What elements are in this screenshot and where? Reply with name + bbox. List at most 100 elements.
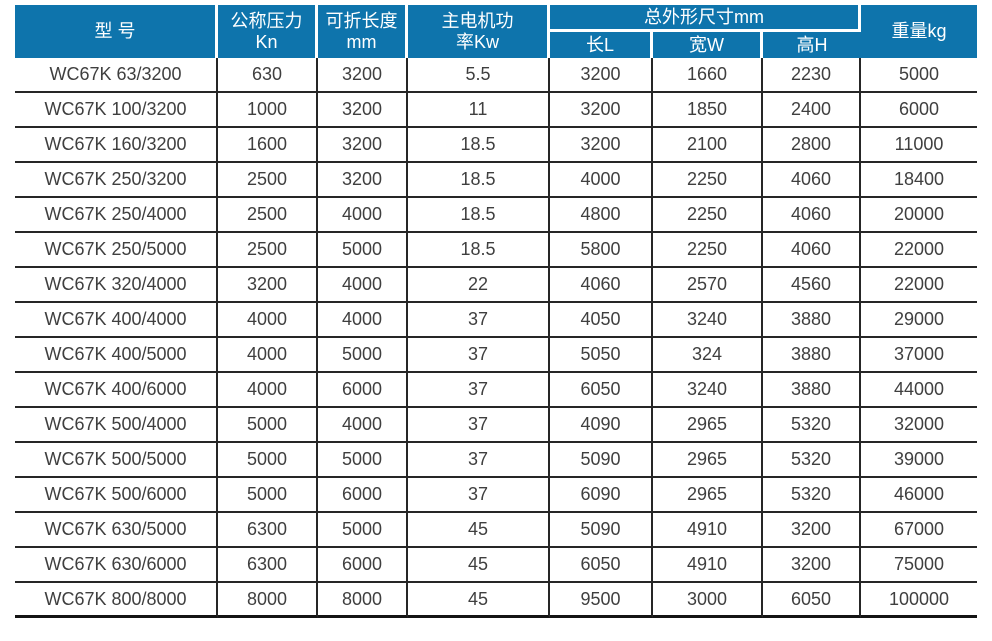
cell-fold-length-mm: 6000 [318,478,408,513]
cell-model: WC67K 63/3200 [15,58,218,93]
col-header-height-h: 高H [763,32,861,58]
cell-pressure-kn: 4000 [218,303,318,338]
cell-length-l: 6090 [550,478,653,513]
cell-motor-power-kw: 5.5 [408,58,550,93]
cell-fold-length-mm: 3200 [318,128,408,163]
cell-pressure-kn: 6300 [218,548,318,583]
cell-height-h: 4060 [763,163,861,198]
col-header-dimensions-group: 总外形尺寸mm [550,5,861,32]
cell-height-h: 2800 [763,128,861,163]
cell-model: WC67K 250/5000 [15,233,218,268]
cell-height-h: 3200 [763,548,861,583]
cell-weight-kg: 22000 [861,233,977,268]
cell-height-h: 3880 [763,373,861,408]
col-header-weight: 重量kg [861,5,977,58]
header-label: 长L [585,34,614,55]
header-label: 宽W [689,34,724,55]
col-header-length-l: 长L [550,32,653,58]
cell-pressure-kn: 8000 [218,583,318,618]
cell-motor-power-kw: 45 [408,513,550,548]
cell-length-l: 3200 [550,128,653,163]
cell-width-w: 2965 [653,478,763,513]
cell-weight-kg: 29000 [861,303,977,338]
cell-model: WC67K 400/6000 [15,373,218,408]
header-label: 总外形尺寸mm [644,6,764,27]
cell-width-w: 2250 [653,163,763,198]
cell-width-w: 1660 [653,58,763,93]
cell-weight-kg: 100000 [861,583,977,618]
col-header-motor-power: 主电机功 率Kw [408,5,550,58]
cell-weight-kg: 75000 [861,548,977,583]
cell-pressure-kn: 4000 [218,338,318,373]
col-header-model: 型 号 [15,5,218,58]
spec-table-container: 型 号 公称压力 Kn 可折长度 mm 主电机功 率Kw 总外形尺寸mm [15,5,977,618]
cell-weight-kg: 32000 [861,408,977,443]
cell-pressure-kn: 2500 [218,233,318,268]
cell-width-w: 3240 [653,373,763,408]
cell-length-l: 5050 [550,338,653,373]
cell-motor-power-kw: 18.5 [408,128,550,163]
cell-motor-power-kw: 37 [408,373,550,408]
cell-pressure-kn: 3200 [218,268,318,303]
cell-pressure-kn: 5000 [218,408,318,443]
cell-pressure-kn: 5000 [218,443,318,478]
cell-pressure-kn: 1000 [218,93,318,128]
table-row: WC67K 500/6000 5000 6000 37 6090 2965 5320 4600… [15,478,977,513]
cell-motor-power-kw: 22 [408,268,550,303]
cell-length-l: 4060 [550,268,653,303]
cell-motor-power-kw: 18.5 [408,163,550,198]
cell-weight-kg: 11000 [861,128,977,163]
table-row: WC67K 250/4000 2500 4000 18.5 4800 2250 4060 20… [15,198,977,233]
cell-length-l: 4050 [550,303,653,338]
table-row: WC67K 500/5000 5000 5000 37 5090 2965 5320 3900… [15,443,977,478]
cell-weight-kg: 46000 [861,478,977,513]
header-label: 公称压力 [230,10,303,31]
cell-motor-power-kw: 37 [408,408,550,443]
cell-weight-kg: 44000 [861,373,977,408]
cell-weight-kg: 39000 [861,443,977,478]
cell-width-w: 2250 [653,198,763,233]
cell-fold-length-mm: 6000 [318,373,408,408]
cell-pressure-kn: 2500 [218,198,318,233]
table-body: WC67K 63/3200 630 3200 5.5 3200 1660 2230 5000 W… [15,58,977,618]
cell-motor-power-kw: 45 [408,548,550,583]
cell-motor-power-kw: 37 [408,338,550,373]
cell-model: WC67K 250/4000 [15,198,218,233]
table-row: WC67K 400/6000 4000 6000 37 6050 3240 3880 4400… [15,373,977,408]
cell-motor-power-kw: 18.5 [408,198,550,233]
cell-fold-length-mm: 6000 [318,548,408,583]
cell-length-l: 3200 [550,93,653,128]
cell-weight-kg: 20000 [861,198,977,233]
cell-pressure-kn: 6300 [218,513,318,548]
table-row: WC67K 400/4000 4000 4000 37 4050 3240 3880 2900… [15,303,977,338]
cell-weight-kg: 37000 [861,338,977,373]
cell-height-h: 4060 [763,233,861,268]
cell-model: WC67K 400/5000 [15,338,218,373]
table-row: WC67K 320/4000 3200 4000 22 4060 2570 4560 2200… [15,268,977,303]
cell-length-l: 6050 [550,373,653,408]
cell-pressure-kn: 1600 [218,128,318,163]
cell-fold-length-mm: 3200 [318,163,408,198]
cell-model: WC67K 320/4000 [15,268,218,303]
cell-model: WC67K 630/6000 [15,548,218,583]
cell-fold-length-mm: 5000 [318,513,408,548]
table-row: WC67K 100/3200 1000 3200 11 3200 1850 2400 6000 [15,93,977,128]
table-row: WC67K 63/3200 630 3200 5.5 3200 1660 2230 5000 [15,58,977,93]
cell-height-h: 5320 [763,478,861,513]
cell-model: WC67K 100/3200 [15,93,218,128]
cell-width-w: 4910 [653,548,763,583]
cell-fold-length-mm: 5000 [318,338,408,373]
cell-motor-power-kw: 11 [408,93,550,128]
table-row: WC67K 630/5000 6300 5000 45 5090 4910 3200 6700… [15,513,977,548]
cell-length-l: 9500 [550,583,653,618]
cell-motor-power-kw: 18.5 [408,233,550,268]
cell-length-l: 4000 [550,163,653,198]
cell-height-h: 4560 [763,268,861,303]
cell-pressure-kn: 5000 [218,478,318,513]
cell-height-h: 3200 [763,513,861,548]
cell-length-l: 4800 [550,198,653,233]
cell-motor-power-kw: 37 [408,443,550,478]
cell-height-h: 4060 [763,198,861,233]
cell-height-h: 5320 [763,443,861,478]
cell-width-w: 4910 [653,513,763,548]
